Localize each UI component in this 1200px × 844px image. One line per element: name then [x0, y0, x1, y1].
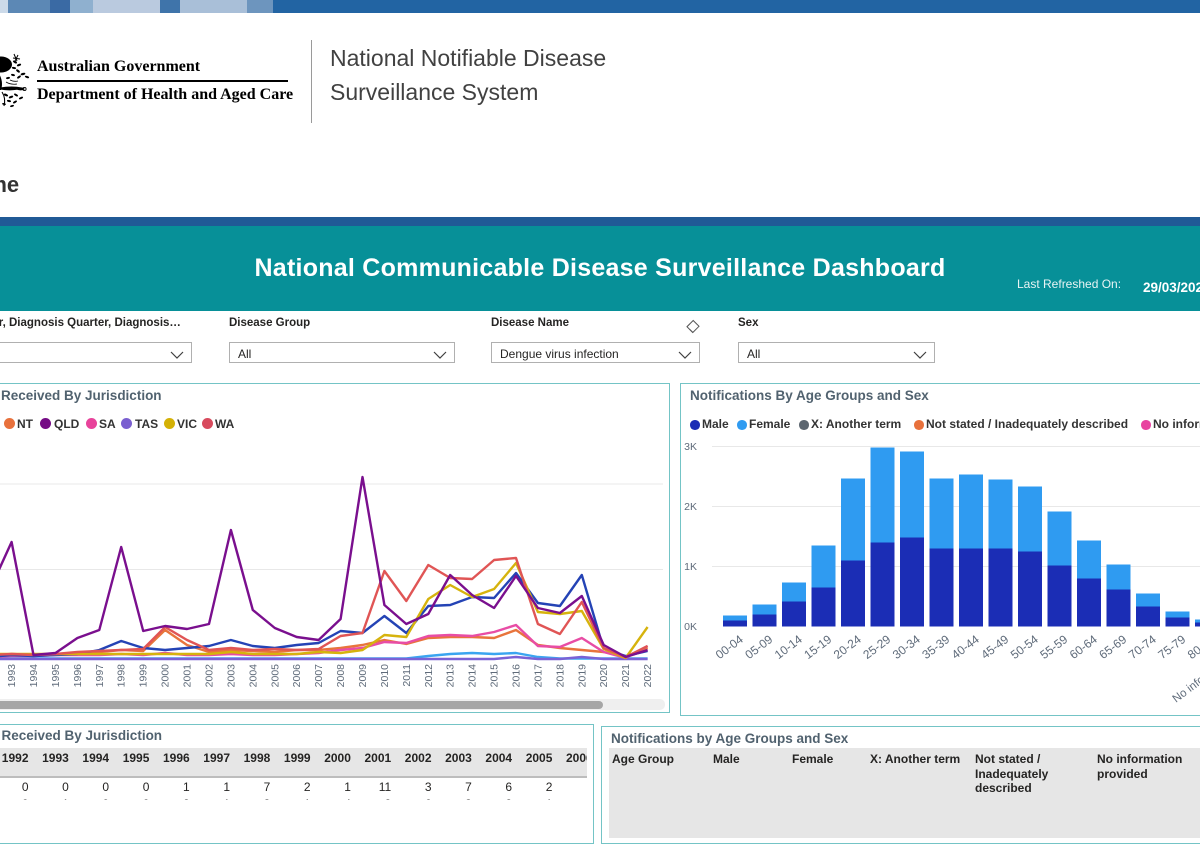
svg-text:2018: 2018	[554, 664, 566, 688]
svg-text:1993: 1993	[6, 664, 18, 688]
svg-text:2012: 2012	[423, 664, 435, 688]
svg-text:10-14: 10-14	[772, 632, 805, 662]
svg-text:2010: 2010	[379, 664, 391, 688]
svg-text:2011: 2011	[401, 664, 413, 687]
svg-text:2016: 2016	[511, 664, 523, 688]
svg-text:2003: 2003	[225, 664, 237, 688]
svg-text:2001: 2001	[182, 664, 194, 688]
svg-text:55-59: 55-59	[1037, 632, 1070, 662]
svg-text:65-69: 65-69	[1096, 632, 1129, 662]
svg-text:35-39: 35-39	[919, 632, 952, 662]
svg-text:00-04: 00-04	[713, 632, 746, 662]
svg-text:1996: 1996	[72, 664, 84, 688]
svg-text:1998: 1998	[116, 664, 128, 688]
svg-text:2017: 2017	[532, 664, 544, 688]
svg-text:70-74: 70-74	[1126, 632, 1159, 662]
svg-text:2022: 2022	[642, 664, 654, 688]
svg-text:2004: 2004	[247, 664, 259, 688]
svg-text:75-79: 75-79	[1155, 632, 1188, 662]
svg-text:2006: 2006	[291, 664, 303, 688]
svg-text:40-44: 40-44	[949, 632, 982, 662]
svg-text:1995: 1995	[50, 664, 62, 688]
svg-text:1999: 1999	[138, 664, 150, 688]
svg-text:60-64: 60-64	[1067, 632, 1100, 662]
svg-text:1997: 1997	[94, 664, 106, 688]
svg-text:2008: 2008	[335, 664, 347, 688]
svg-text:2002: 2002	[204, 664, 216, 688]
svg-text:80-84: 80-84	[1185, 632, 1200, 662]
svg-text:25-29: 25-29	[860, 632, 893, 662]
svg-text:50-54: 50-54	[1008, 632, 1041, 662]
svg-text:2000: 2000	[160, 664, 172, 688]
svg-text:2015: 2015	[489, 664, 501, 688]
svg-text:2009: 2009	[357, 664, 369, 688]
svg-text:15-19: 15-19	[801, 632, 834, 662]
svg-text:2013: 2013	[445, 664, 457, 688]
svg-text:2K: 2K	[684, 501, 697, 513]
svg-text:30-34: 30-34	[890, 632, 923, 662]
svg-text:0K: 0K	[684, 621, 697, 633]
svg-text:1K: 1K	[684, 561, 697, 573]
svg-text:2014: 2014	[467, 664, 479, 688]
svg-text:2005: 2005	[269, 664, 281, 688]
svg-text:1994: 1994	[28, 664, 40, 688]
svg-text:2020: 2020	[598, 664, 610, 688]
svg-text:3K: 3K	[684, 441, 697, 453]
svg-text:2007: 2007	[313, 664, 325, 688]
svg-text:2021: 2021	[620, 664, 632, 688]
svg-text:45-49: 45-49	[978, 632, 1011, 662]
svg-text:2019: 2019	[576, 664, 588, 688]
svg-text:20-24: 20-24	[831, 632, 864, 662]
svg-text:05-09: 05-09	[742, 632, 775, 662]
